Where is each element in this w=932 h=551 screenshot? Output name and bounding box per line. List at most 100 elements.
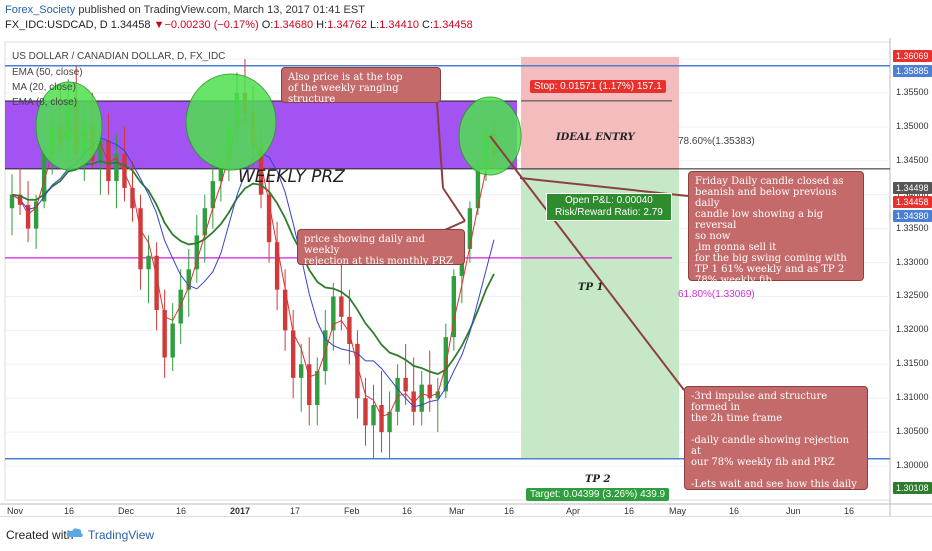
symbol-name: FX_IDC:USDCAD, D — [5, 19, 108, 31]
down-arrow-icon: ▼ — [153, 19, 165, 31]
close-label: C: — [422, 19, 434, 31]
y-tick-label: 1.35000 — [896, 120, 929, 131]
footer-bar: Created with TradingView — [0, 516, 932, 551]
legend-ema8[interactable]: EMA (8, close) — [12, 97, 78, 108]
candle-body — [33, 201, 39, 229]
x-tick-label: Mar — [449, 506, 465, 516]
y-tick-label: 1.33500 — [896, 222, 929, 233]
x-tick-label: 16 — [64, 506, 75, 516]
candle-body — [106, 140, 111, 182]
tradingview-cloud-icon — [66, 528, 83, 537]
close-value: 1.34458 — [433, 19, 473, 31]
ideal-entry-label: IDEAL ENTRY — [556, 132, 635, 143]
annotation-friday[interactable]: Friday Daily candle closed as beanish an… — [688, 171, 864, 286]
candle-body — [154, 255, 159, 311]
price-tag-gray: 1.34498 — [893, 182, 932, 194]
price-change: −0.00230 (−0.17%) — [164, 19, 259, 31]
tradingview-link[interactable]: TradingView — [88, 528, 155, 542]
fib-786-label: 78.60%(1.35383) — [678, 136, 755, 147]
candle-body — [170, 323, 175, 358]
candle-body — [210, 181, 216, 209]
candle-body — [379, 405, 384, 433]
x-tick-label: 16 — [624, 506, 635, 516]
y-tick-label: 1.30000 — [896, 460, 929, 471]
created-with: Created with — [6, 528, 74, 542]
open-pl: Open P&L: 0.00040 — [564, 195, 653, 206]
candle-body — [387, 411, 392, 433]
candle-body — [258, 147, 264, 195]
y-tick-label: 1.31000 — [896, 392, 929, 403]
candle-body — [122, 153, 127, 188]
rejection-circle — [185, 73, 277, 171]
candle-body — [298, 364, 304, 378]
x-tick-label: 16 — [504, 506, 515, 516]
candle-body — [41, 153, 47, 202]
candle-body — [114, 153, 119, 182]
candle-body — [9, 194, 15, 209]
chart-title: US DOLLAR / CANADIAN DOLLAR, D, FX_IDC — [12, 51, 226, 62]
last-price: 1.34458 — [110, 19, 151, 31]
ema50-line — [11, 160, 495, 375]
pointer-line — [489, 135, 685, 391]
x-tick-label: Nov — [7, 506, 24, 516]
position-pl-box[interactable]: Open P&L: 0.00040 Risk/Reward Ratio: 2.7… — [546, 193, 672, 221]
tp1-label: TP 1 — [578, 282, 604, 293]
open-label: O: — [261, 19, 274, 31]
x-tick-label: Feb — [344, 506, 360, 516]
candle-body — [130, 187, 135, 209]
candle-body — [371, 405, 376, 426]
candle-body — [467, 208, 473, 249]
candle-body — [307, 364, 312, 406]
x-tick-label: 16 — [402, 506, 413, 516]
candle-body — [475, 167, 481, 209]
high-label: H: — [316, 19, 328, 31]
x-tick-label: Dec — [118, 506, 135, 516]
rejection-circle — [35, 81, 103, 171]
candle-body — [435, 391, 440, 399]
candle-body — [274, 242, 280, 290]
pointer-line — [442, 187, 466, 222]
candle-body — [25, 204, 31, 229]
price-tag-green-bottom: 1.30108 — [893, 482, 932, 494]
candle-body — [178, 289, 183, 324]
annotation-top-of-range[interactable]: Also price is at the top of the weekly r… — [281, 67, 441, 105]
candle-body — [395, 377, 400, 412]
candle-body — [266, 194, 272, 243]
annotation-impulse[interactable]: -3rd impulse and structure formed in the… — [684, 386, 868, 501]
legend-ma20[interactable]: MA (20, close) — [12, 82, 76, 93]
y-tick-label: 1.30500 — [896, 426, 929, 437]
candle-body — [282, 289, 288, 331]
risk-reward: Risk/Reward Ratio: 2.79 — [555, 207, 663, 218]
price-tag-red-top: 1.36069 — [893, 50, 932, 62]
legend-ema50[interactable]: EMA (50, close) — [12, 67, 83, 78]
publish-line: Forex_Society published on TradingView.c… — [5, 4, 365, 16]
candle-body — [98, 140, 103, 161]
candle-body — [194, 235, 199, 270]
weekly-prz-label: WEEKLY PRZ — [238, 167, 345, 187]
y-tick-label: 1.33000 — [896, 256, 929, 267]
candle-body — [363, 398, 368, 426]
price-tag-last: 1.34458 — [893, 196, 932, 208]
x-tick-label: Jun — [786, 506, 801, 516]
high-value: 1.34762 — [327, 19, 367, 31]
candle-body — [347, 316, 352, 344]
low-value: 1.34410 — [379, 19, 419, 31]
x-tick-label: May — [669, 506, 687, 516]
x-tick-label: 17 — [290, 506, 301, 516]
y-tick-label: 1.35500 — [896, 86, 929, 97]
candle-body — [315, 371, 320, 406]
price-tag-blue-top: 1.35885 — [893, 65, 932, 77]
candle-body — [146, 255, 151, 270]
author-link[interactable]: Forex_Society — [5, 4, 76, 16]
y-tick-label: 1.34500 — [896, 154, 929, 165]
candle-body — [339, 296, 344, 317]
x-tick-label: 16 — [729, 506, 740, 516]
stop-zone — [521, 56, 679, 169]
annotation-monthly-prz[interactable]: price showing daily and weekly rejection… — [297, 229, 465, 267]
candle-body — [419, 384, 424, 412]
stop-badge: Stop: 0.01571 (1.17%) 157.1 — [530, 80, 666, 93]
candle-body — [138, 208, 143, 270]
price-tag-blue-mid: 1.34380 — [893, 210, 932, 222]
y-tick-label: 1.31500 — [896, 358, 929, 369]
y-tick-label: 1.32000 — [896, 324, 929, 335]
